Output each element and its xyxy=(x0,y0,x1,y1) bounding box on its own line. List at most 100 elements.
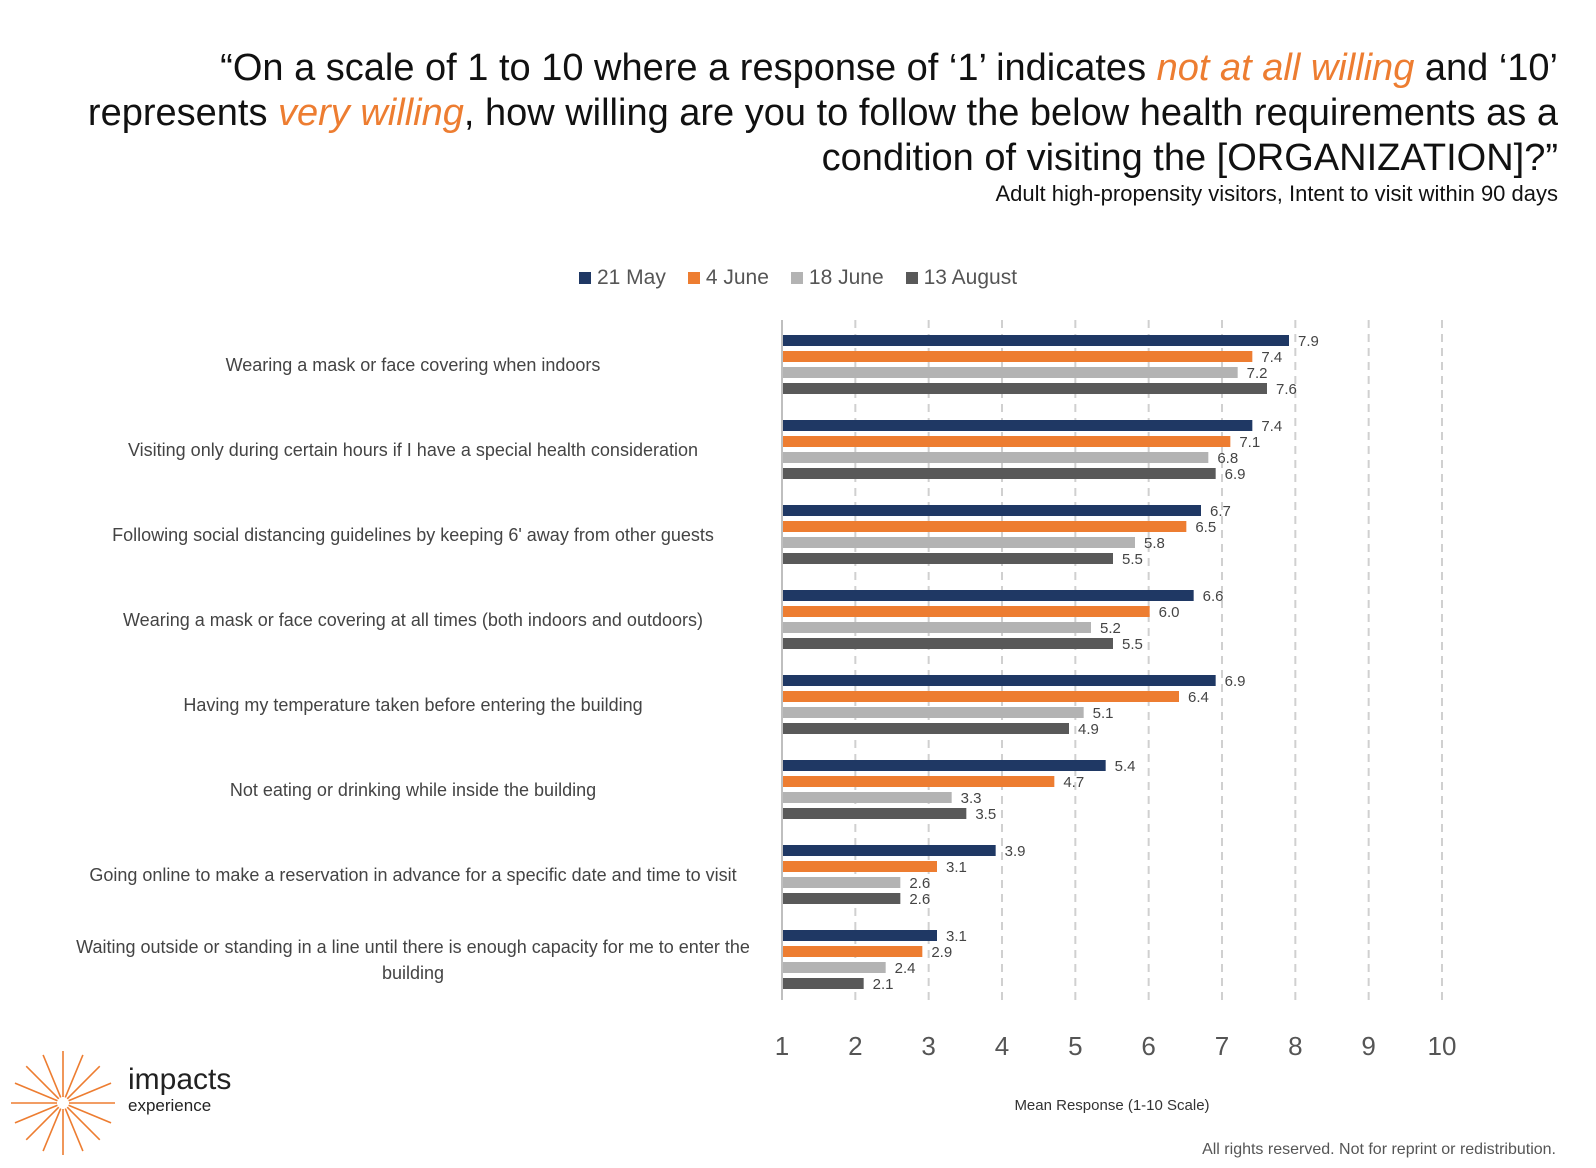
logo-ray xyxy=(68,1082,112,1102)
data-label: 2.1 xyxy=(873,976,894,993)
bar xyxy=(783,808,967,819)
bar xyxy=(783,468,1216,479)
bar xyxy=(783,367,1238,378)
data-label: 5.1 xyxy=(1093,705,1114,722)
data-label: 3.3 xyxy=(961,790,982,807)
data-label: 6.8 xyxy=(1217,450,1238,467)
bar xyxy=(783,792,952,803)
logo-ray xyxy=(64,1054,84,1098)
legend-label: 18 June xyxy=(808,266,884,289)
legend-label: 4 June xyxy=(705,266,769,289)
data-label: 6.9 xyxy=(1225,466,1246,483)
bar xyxy=(783,638,1113,649)
x-tick-label: 5 xyxy=(1068,1031,1082,1061)
bar xyxy=(783,930,937,941)
bar xyxy=(783,505,1201,516)
data-label: 2.6 xyxy=(909,891,930,908)
logo-ray xyxy=(64,1108,84,1152)
category-label: Wearing a mask or face covering when ind… xyxy=(225,354,601,375)
footer-copyright: All rights reserved. Not for reprint or … xyxy=(1202,1141,1556,1158)
data-label: 3.5 xyxy=(975,806,996,823)
x-tick-label: 3 xyxy=(921,1031,935,1061)
x-tick-label: 8 xyxy=(1288,1031,1302,1061)
data-label: 5.8 xyxy=(1144,535,1165,552)
legend: 21 May 4 June 18 June 13 August xyxy=(0,266,1596,290)
bar xyxy=(783,962,886,973)
bar xyxy=(783,707,1084,718)
bar xyxy=(783,776,1055,787)
data-label: 5.4 xyxy=(1115,758,1136,775)
x-axis-title: Mean Response (1-10 Scale) xyxy=(1014,1097,1210,1114)
data-label: 6.5 xyxy=(1195,519,1216,536)
x-tick-label: 4 xyxy=(995,1031,1009,1061)
data-label: 6.7 xyxy=(1210,503,1231,520)
data-label: 4.7 xyxy=(1063,774,1084,791)
bar xyxy=(783,877,901,888)
bar xyxy=(783,606,1150,617)
sunburst-logo-icon xyxy=(11,1051,115,1155)
bar xyxy=(783,723,1069,734)
x-tick-label: 2 xyxy=(848,1031,862,1061)
data-label: 6.6 xyxy=(1203,588,1224,605)
logo-ray xyxy=(25,1106,60,1141)
data-label: 5.2 xyxy=(1100,620,1121,637)
bar xyxy=(783,946,923,957)
bar xyxy=(783,335,1289,346)
x-tick-label: 9 xyxy=(1361,1031,1375,1061)
category-label: Visiting only during certain hours if I … xyxy=(127,439,698,460)
bar xyxy=(783,383,1267,394)
bar xyxy=(783,351,1253,362)
x-tick-label: 7 xyxy=(1215,1031,1229,1061)
legend-item: 4 June xyxy=(687,266,769,290)
bar xyxy=(783,675,1216,686)
logo-ray xyxy=(25,1065,60,1100)
legend-swatch xyxy=(790,272,803,284)
x-tick-label: 6 xyxy=(1141,1031,1155,1061)
x-tick-label: 1 xyxy=(775,1031,789,1061)
category-label: Following social distancing guidelines b… xyxy=(112,524,714,545)
brand-name: impacts xyxy=(128,1063,232,1096)
data-label: 3.1 xyxy=(946,859,967,876)
data-label: 6.9 xyxy=(1225,673,1246,690)
bar xyxy=(783,452,1209,463)
data-label: 3.9 xyxy=(1005,843,1026,860)
data-label: 7.1 xyxy=(1239,434,1260,451)
legend-swatch xyxy=(578,272,591,284)
brand-sub: experience xyxy=(128,1096,212,1115)
data-label: 5.5 xyxy=(1122,636,1143,653)
legend-item: 21 May xyxy=(578,266,666,290)
title-text: and ‘10’ represents xyxy=(87,47,1558,134)
logo-ray xyxy=(66,1106,101,1141)
bar xyxy=(783,622,1091,633)
data-label: 6.0 xyxy=(1159,604,1180,621)
data-label: 2.9 xyxy=(931,944,952,961)
data-label: 7.2 xyxy=(1247,365,1268,382)
logo-ray xyxy=(14,1082,58,1102)
data-label: 4.9 xyxy=(1078,721,1099,738)
bar xyxy=(783,420,1253,431)
legend-item: 13 August xyxy=(905,266,1017,290)
x-tick-label: 10 xyxy=(1428,1031,1457,1061)
data-label: 7.4 xyxy=(1261,349,1282,366)
data-label: 7.9 xyxy=(1298,333,1319,350)
category-label: Going online to make a reservation in ad… xyxy=(89,864,737,885)
data-label: 6.4 xyxy=(1188,689,1209,706)
title-highlight: not at all willing xyxy=(1156,47,1415,89)
bar xyxy=(783,760,1106,771)
data-label: 7.4 xyxy=(1261,418,1282,435)
logo-ray xyxy=(42,1108,62,1152)
legend-item: 18 June xyxy=(790,266,884,290)
category-label: Not eating or drinking while inside the … xyxy=(229,779,597,800)
bar xyxy=(783,845,996,856)
title-text: , how willing are you to follow the belo… xyxy=(463,92,1558,179)
bar xyxy=(783,861,937,872)
data-label: 5.5 xyxy=(1122,551,1143,568)
chart-title: “On a scale of 1 to 10 where a response … xyxy=(78,46,1558,181)
brand: impacts experience xyxy=(128,1064,231,1116)
legend-label: 21 May xyxy=(596,266,666,289)
logo-ray xyxy=(14,1104,58,1124)
category-label: Waiting outside or standing in a line un… xyxy=(76,936,750,983)
bar xyxy=(783,436,1231,447)
chart-subtitle: Adult high-propensity visitors, Intent t… xyxy=(995,181,1559,206)
bar xyxy=(783,590,1194,601)
